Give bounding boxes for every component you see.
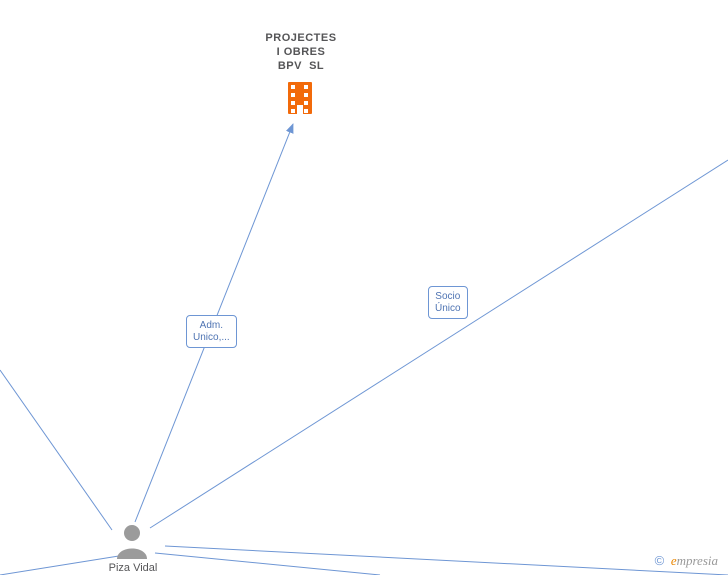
brand-rest: mpresia [677,553,718,568]
building-icon [286,80,314,119]
diagram-canvas: PROJECTES I OBRES BPV SL Piza Vidal Adm.… [0,0,728,575]
person-icon [113,521,151,564]
watermark: © empresia [655,553,718,569]
person-node-label: Piza Vidal [98,562,168,574]
edges-layer [0,0,728,575]
edge-label-socio-unico: Socio Único [428,286,468,319]
copyright-symbol: © [655,553,665,568]
edge-label-adm-unico: Adm. Unico,... [186,315,237,348]
company-node-label: PROJECTES I OBRES BPV SL [256,32,346,73]
